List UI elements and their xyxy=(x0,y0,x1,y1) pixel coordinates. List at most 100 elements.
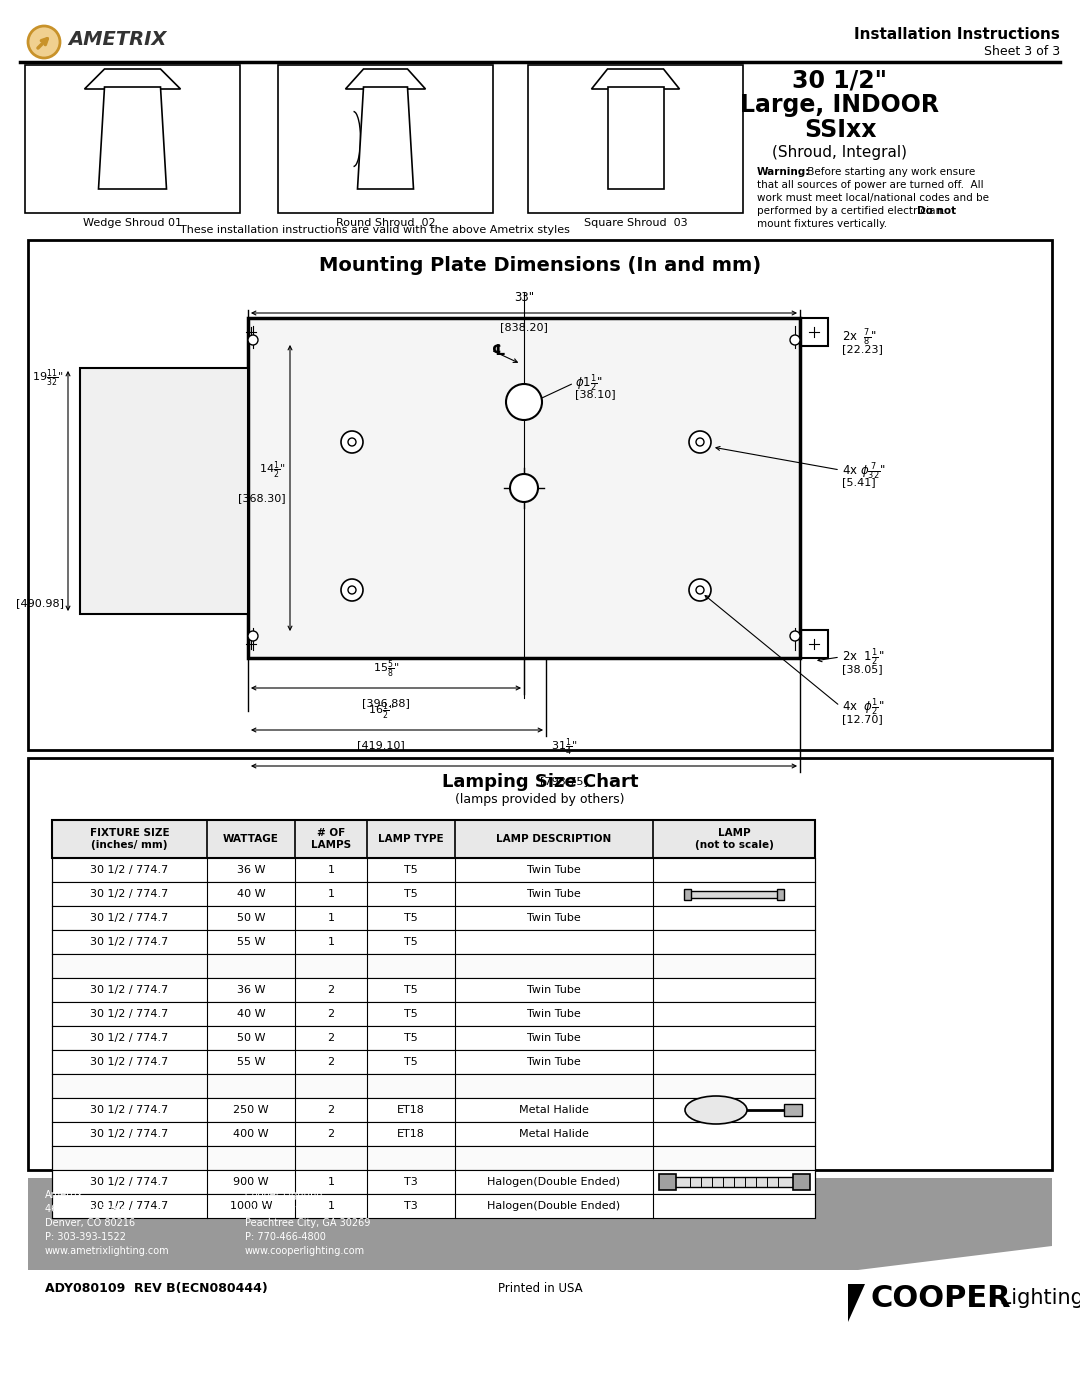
Text: performed by a certified electrician.: performed by a certified electrician. xyxy=(757,205,948,217)
Text: 1: 1 xyxy=(327,888,335,900)
Text: [793.75]: [793.75] xyxy=(540,775,588,787)
Text: 400 W: 400 W xyxy=(233,1129,269,1139)
Text: Metal Halide: Metal Halide xyxy=(519,1105,589,1115)
Text: 36 W: 36 W xyxy=(237,985,266,995)
Bar xyxy=(52,882,815,907)
Text: 4675 Holly Street: 4675 Holly Street xyxy=(45,1204,130,1214)
Text: T5: T5 xyxy=(404,985,418,995)
Text: Installation Instructions: Installation Instructions xyxy=(854,27,1059,42)
Text: 30 1/2 / 774.7: 30 1/2 / 774.7 xyxy=(91,1032,168,1044)
Polygon shape xyxy=(84,68,180,89)
Bar xyxy=(278,66,492,212)
Text: ET18: ET18 xyxy=(397,1105,424,1115)
Text: 4x $\phi\frac{7}{32}$": 4x $\phi\frac{7}{32}$" xyxy=(842,460,886,482)
Text: 30 1/2 / 774.7: 30 1/2 / 774.7 xyxy=(91,1129,168,1139)
Text: LAMP DESCRIPTION: LAMP DESCRIPTION xyxy=(497,834,611,844)
Circle shape xyxy=(789,631,800,641)
Text: Twin Tube: Twin Tube xyxy=(527,985,581,995)
Circle shape xyxy=(341,578,363,601)
Polygon shape xyxy=(592,68,679,89)
Circle shape xyxy=(689,432,711,453)
Text: 1: 1 xyxy=(327,914,335,923)
Text: Wedge Shroud 01: Wedge Shroud 01 xyxy=(83,218,183,228)
Circle shape xyxy=(689,578,711,601)
Circle shape xyxy=(696,585,704,594)
Bar xyxy=(52,1098,815,1122)
Circle shape xyxy=(248,631,258,641)
Text: 2x  $\frac{7}{8}$": 2x $\frac{7}{8}$" xyxy=(842,326,877,348)
Circle shape xyxy=(348,439,356,446)
Text: 31$\frac{1}{4}$": 31$\frac{1}{4}$" xyxy=(551,736,578,759)
Text: 250 W: 250 W xyxy=(233,1105,269,1115)
Text: mount fixtures vertically.: mount fixtures vertically. xyxy=(757,219,887,229)
Text: # OF
LAMPS: # OF LAMPS xyxy=(311,828,351,849)
Circle shape xyxy=(510,474,538,502)
Text: 2x  1$\frac{1}{2}$": 2x 1$\frac{1}{2}$" xyxy=(842,645,885,668)
Bar xyxy=(800,319,828,346)
Text: [368.30]: [368.30] xyxy=(239,493,286,503)
Text: 14$\frac{1}{2}$": 14$\frac{1}{2}$" xyxy=(259,460,286,481)
Text: Mounting Plate Dimensions (In and mm): Mounting Plate Dimensions (In and mm) xyxy=(319,256,761,275)
Bar xyxy=(52,954,815,978)
Bar xyxy=(52,1146,815,1171)
Bar xyxy=(52,978,815,1002)
Bar xyxy=(52,1122,815,1146)
Bar xyxy=(248,319,800,658)
Text: FIXTURE SIZE
(inches/ mm): FIXTURE SIZE (inches/ mm) xyxy=(90,828,170,849)
Text: that all sources of power are turned off.  All: that all sources of power are turned off… xyxy=(757,180,984,190)
Text: Metal Halide: Metal Halide xyxy=(519,1129,589,1139)
Text: Twin Tube: Twin Tube xyxy=(527,914,581,923)
Text: P: 303-393-1522: P: 303-393-1522 xyxy=(45,1232,126,1242)
Circle shape xyxy=(28,27,60,59)
Text: 19$\frac{11}{32}$": 19$\frac{11}{32}$" xyxy=(32,367,64,390)
Text: Denver, CO 80216: Denver, CO 80216 xyxy=(45,1218,135,1228)
Bar xyxy=(659,1173,676,1190)
Bar xyxy=(793,1173,810,1190)
Text: 30 1/2": 30 1/2" xyxy=(793,68,888,92)
Text: 30 1/2 / 774.7: 30 1/2 / 774.7 xyxy=(91,1178,168,1187)
Text: Ametrix: Ametrix xyxy=(45,1190,83,1200)
Text: 2: 2 xyxy=(327,1105,335,1115)
Text: 1: 1 xyxy=(327,1201,335,1211)
Circle shape xyxy=(789,335,800,345)
Text: (Shroud, Integral): (Shroud, Integral) xyxy=(772,145,907,161)
Text: 1: 1 xyxy=(327,937,335,947)
Text: 2: 2 xyxy=(327,1009,335,1018)
Text: T5: T5 xyxy=(404,914,418,923)
Text: LAMP TYPE: LAMP TYPE xyxy=(378,834,444,844)
Bar xyxy=(784,1104,802,1116)
Text: T5: T5 xyxy=(404,1009,418,1018)
Text: LAMP
(not to scale): LAMP (not to scale) xyxy=(694,828,773,849)
Text: These installation instructions are valid with the above Ametrix styles: These installation instructions are vali… xyxy=(180,225,570,235)
Text: www.ametrixlighting.com: www.ametrixlighting.com xyxy=(45,1246,170,1256)
Text: Do not: Do not xyxy=(917,205,956,217)
Text: WATTAGE: WATTAGE xyxy=(224,834,279,844)
Bar xyxy=(528,66,743,212)
Text: 2: 2 xyxy=(327,1129,335,1139)
Text: 15$\frac{5}{8}$": 15$\frac{5}{8}$" xyxy=(373,658,400,680)
Text: ℄: ℄ xyxy=(491,344,504,358)
Text: 30 1/2 / 774.7: 30 1/2 / 774.7 xyxy=(91,937,168,947)
Polygon shape xyxy=(346,68,426,89)
Bar xyxy=(52,1171,815,1194)
Bar xyxy=(690,890,778,897)
Text: SSIxx: SSIxx xyxy=(804,117,876,142)
Text: COOPER: COOPER xyxy=(870,1284,1011,1313)
Text: Peachtree City, GA 30269: Peachtree City, GA 30269 xyxy=(245,1218,370,1228)
Text: ADY080109  REV B(ECN080444): ADY080109 REV B(ECN080444) xyxy=(45,1282,268,1295)
Text: 30 1/2 / 774.7: 30 1/2 / 774.7 xyxy=(91,1201,168,1211)
Bar xyxy=(52,858,815,882)
Text: T5: T5 xyxy=(404,1032,418,1044)
Circle shape xyxy=(341,432,363,453)
Text: Halogen(Double Ended): Halogen(Double Ended) xyxy=(487,1201,621,1211)
Text: Cooper Lighting: Cooper Lighting xyxy=(245,1190,323,1200)
Bar xyxy=(52,907,815,930)
Polygon shape xyxy=(357,87,414,189)
Text: $\phi$1$\frac{1}{2}$": $\phi$1$\frac{1}{2}$" xyxy=(575,372,604,394)
Bar xyxy=(52,1194,815,1218)
Text: Twin Tube: Twin Tube xyxy=(527,1009,581,1018)
Text: 36 W: 36 W xyxy=(237,865,266,875)
Bar xyxy=(25,66,240,212)
Bar xyxy=(28,1178,1052,1270)
Text: Large, INDOOR: Large, INDOOR xyxy=(741,94,940,117)
